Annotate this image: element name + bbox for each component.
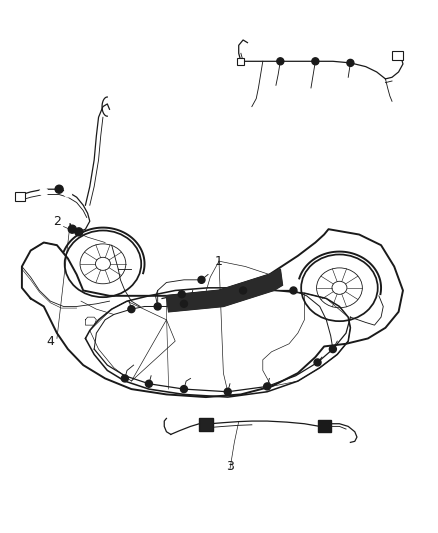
Circle shape [240,287,247,294]
Text: 1: 1 [215,255,223,268]
Circle shape [128,305,135,313]
Circle shape [224,388,231,395]
Circle shape [198,276,205,284]
Text: 4: 4 [46,335,54,348]
Circle shape [68,225,76,233]
Circle shape [64,189,72,197]
Circle shape [347,59,354,67]
Circle shape [290,287,297,294]
Circle shape [180,385,187,393]
Circle shape [312,58,319,65]
Circle shape [277,58,284,65]
Circle shape [121,375,128,382]
Circle shape [40,188,48,196]
Polygon shape [166,269,283,312]
Circle shape [145,380,152,387]
Bar [15,192,25,201]
Circle shape [178,290,185,298]
Text: 3: 3 [226,460,234,473]
Circle shape [314,359,321,366]
Circle shape [55,185,63,193]
Circle shape [264,383,271,390]
Bar [392,51,403,60]
Circle shape [329,345,336,353]
Circle shape [75,228,83,236]
Bar [318,420,331,432]
Circle shape [154,303,161,310]
Text: 2: 2 [53,215,61,228]
Circle shape [180,300,187,308]
Bar [237,58,244,65]
Bar [199,418,213,431]
